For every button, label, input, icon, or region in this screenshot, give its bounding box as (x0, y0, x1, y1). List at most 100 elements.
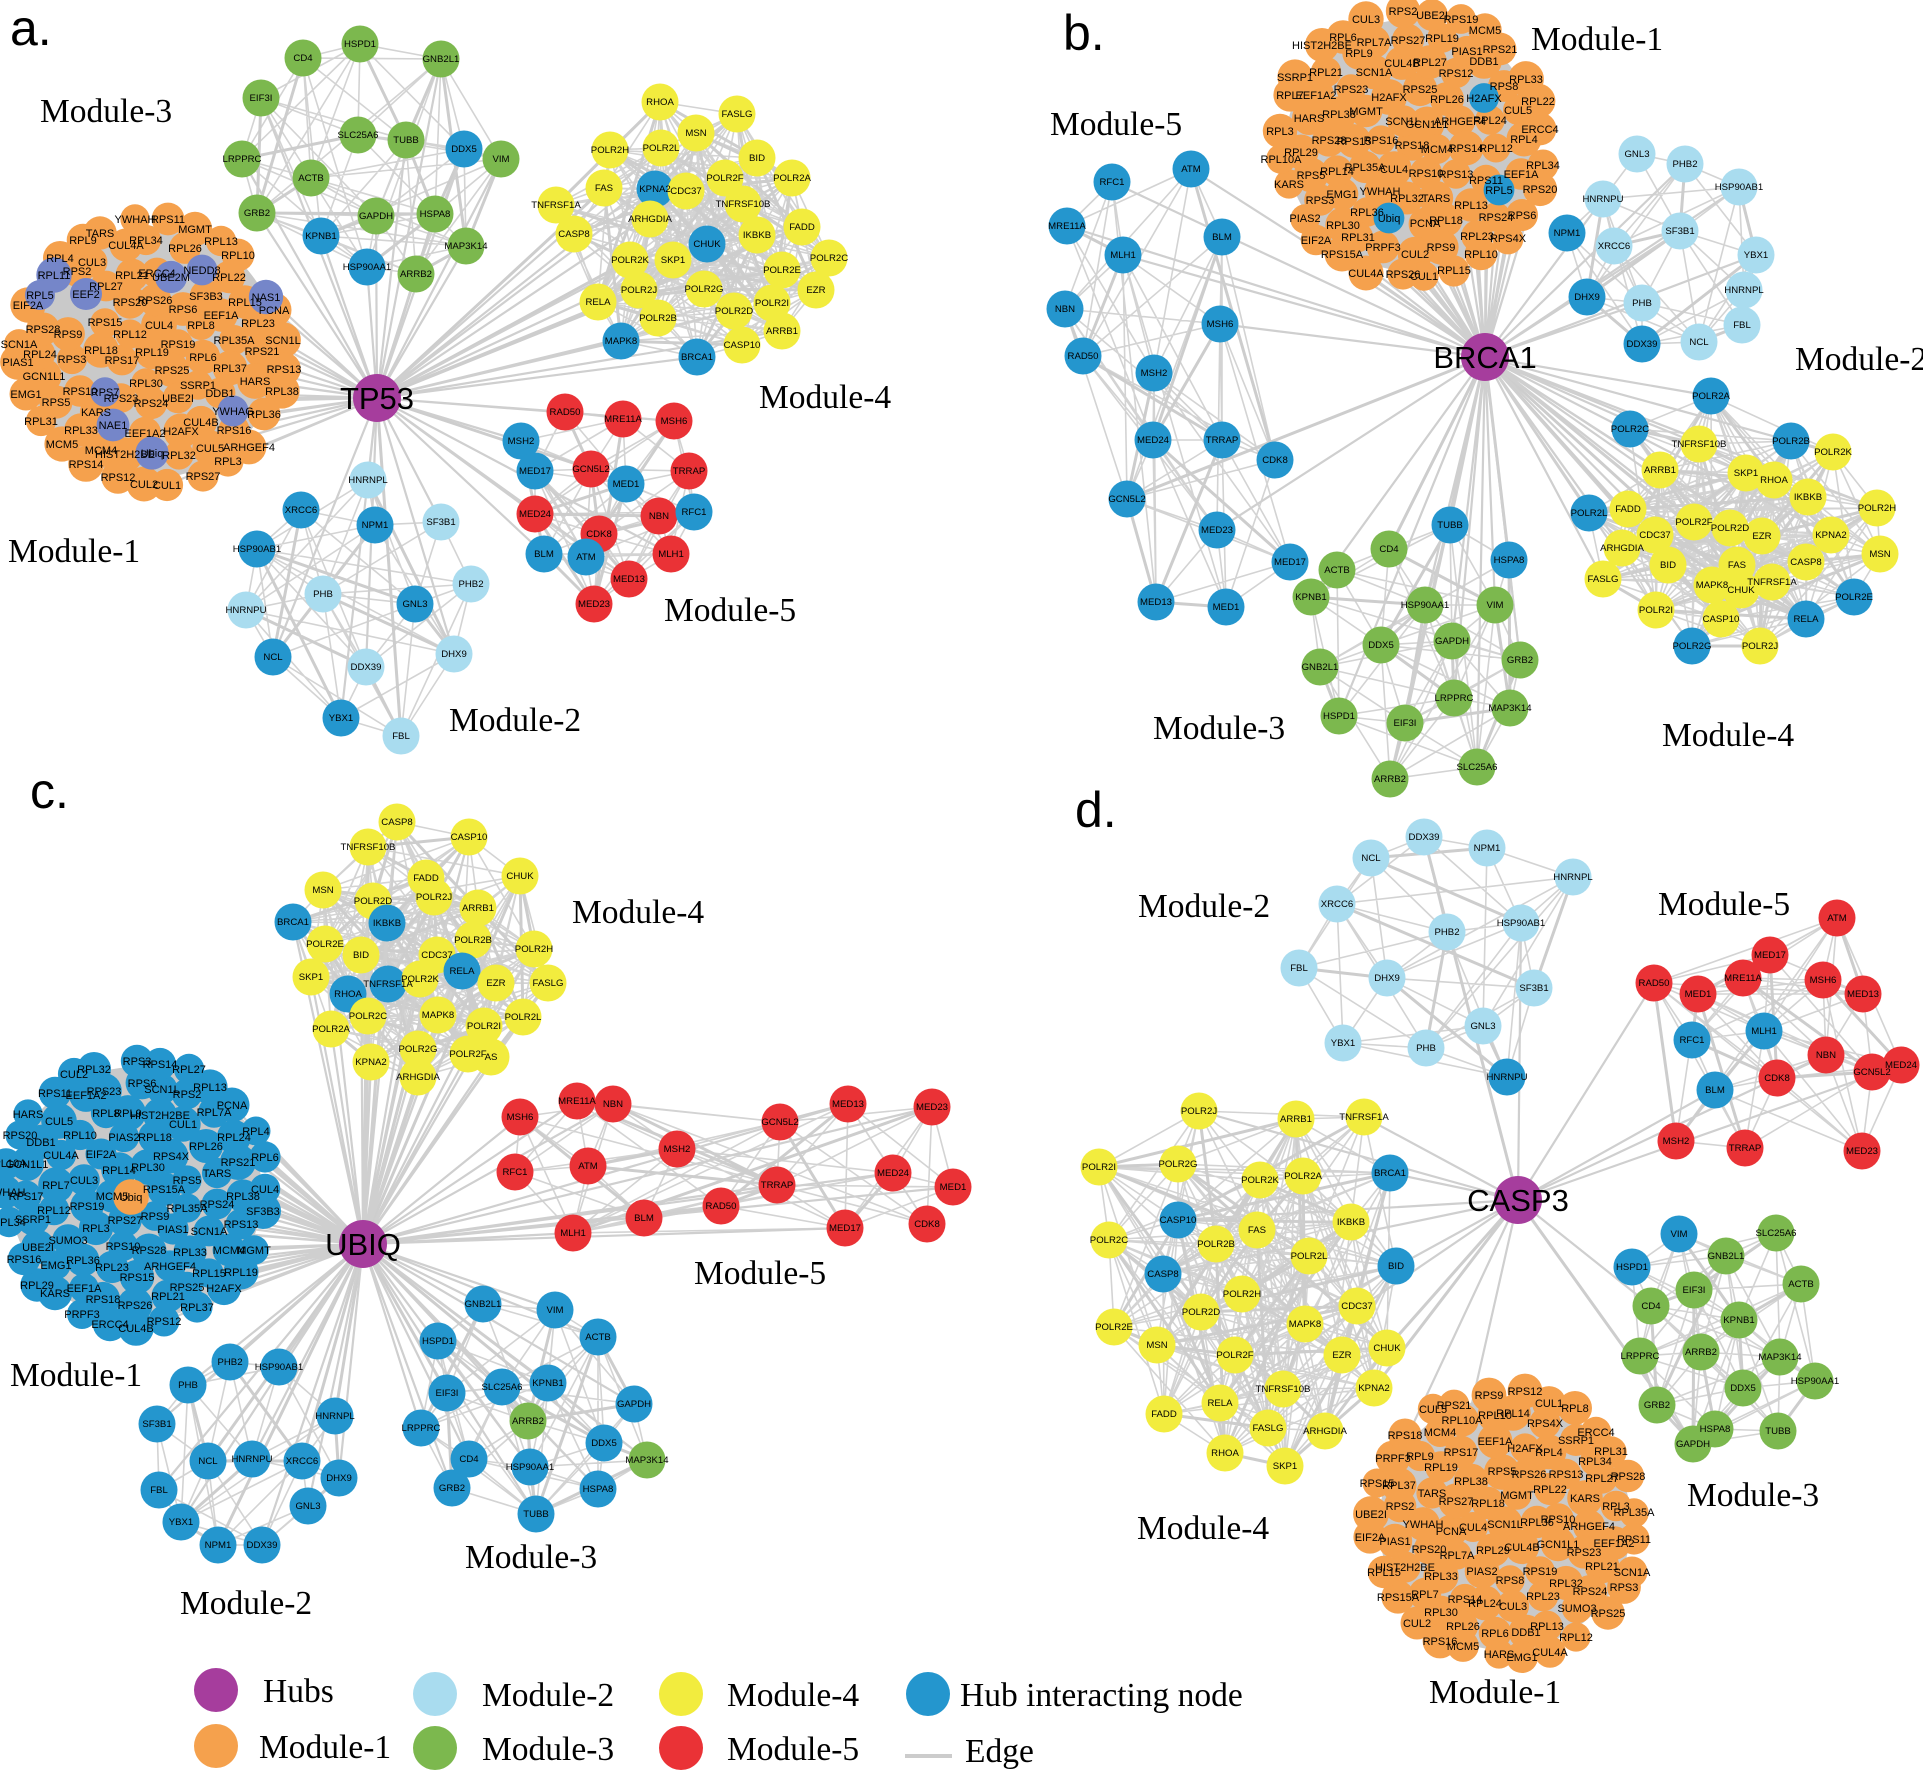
svg-text:ACTB: ACTB (1788, 1279, 1814, 1290)
svg-text:POLR2I: POLR2I (467, 1021, 501, 1032)
svg-text:RPS20: RPS20 (1523, 184, 1558, 196)
svg-text:SCN1L: SCN1L (1385, 116, 1420, 128)
svg-text:VIM: VIM (1486, 600, 1503, 611)
svg-text:Module-3: Module-3 (482, 1731, 614, 1768)
svg-text:RPL7A: RPL7A (197, 1107, 233, 1119)
svg-text:YBX1: YBX1 (1331, 1038, 1356, 1049)
svg-text:RPS3: RPS3 (58, 354, 87, 366)
svg-text:RPS5: RPS5 (1297, 170, 1326, 182)
svg-text:POLR2H: POLR2H (1858, 503, 1896, 514)
svg-text:RPS8: RPS8 (1496, 1575, 1525, 1587)
svg-text:RPS14: RPS14 (69, 459, 104, 471)
svg-text:NBN: NBN (603, 1099, 623, 1110)
svg-text:RPS2: RPS2 (63, 266, 92, 278)
svg-text:CUL2: CUL2 (1403, 1618, 1431, 1630)
svg-text:POLR2A: POLR2A (773, 173, 811, 184)
svg-text:RPS9: RPS9 (141, 1211, 170, 1223)
svg-text:RPS19: RPS19 (161, 339, 196, 351)
svg-text:TRRAP: TRRAP (1206, 435, 1239, 446)
svg-text:RPS6: RPS6 (169, 304, 198, 316)
svg-text:YBX1: YBX1 (329, 713, 354, 724)
svg-text:MAP3K14: MAP3K14 (1488, 703, 1532, 714)
svg-text:POLR2K: POLR2K (611, 255, 649, 266)
svg-text:NPM1: NPM1 (362, 520, 389, 531)
svg-text:RPL3: RPL3 (1266, 126, 1294, 138)
svg-text:FADD: FADD (789, 222, 815, 233)
svg-text:Module-4: Module-4 (759, 379, 891, 416)
svg-text:CDC37: CDC37 (421, 950, 452, 961)
svg-text:DDX39: DDX39 (1409, 832, 1440, 843)
svg-text:ARRB2: ARRB2 (1685, 1347, 1717, 1358)
svg-text:EIF3I: EIF3I (1394, 718, 1417, 729)
svg-text:ARHGDIA: ARHGDIA (1303, 1426, 1347, 1437)
svg-text:MCM5: MCM5 (1447, 1641, 1479, 1653)
svg-text:RPL3: RPL3 (214, 456, 242, 468)
svg-text:HNRNPU: HNRNPU (1582, 194, 1623, 205)
svg-text:RPL34: RPL34 (1578, 1456, 1612, 1468)
svg-text:RFC1: RFC1 (681, 507, 706, 518)
svg-text:MGMT: MGMT (237, 1245, 271, 1257)
svg-text:CUL1: CUL1 (1410, 271, 1438, 283)
svg-text:MCM5: MCM5 (46, 439, 78, 451)
svg-text:HSPD1: HSPD1 (422, 1336, 454, 1347)
svg-text:GNL3: GNL3 (1470, 1021, 1495, 1032)
svg-text:MLH1: MLH1 (1110, 250, 1136, 261)
svg-text:RPS12: RPS12 (147, 1316, 182, 1328)
svg-text:RHOA: RHOA (1211, 1448, 1239, 1459)
svg-text:RPS25: RPS25 (170, 1282, 205, 1294)
svg-text:POLR2I: POLR2I (1082, 1162, 1116, 1173)
svg-text:PHB2: PHB2 (217, 1357, 242, 1368)
svg-text:SUMO3: SUMO3 (48, 1235, 87, 1247)
svg-text:RPL13: RPL13 (1530, 1621, 1564, 1633)
svg-text:DDX39: DDX39 (1627, 339, 1658, 350)
svg-text:BID: BID (353, 950, 369, 961)
svg-text:TRRAP: TRRAP (673, 466, 706, 477)
svg-text:TNFRSF10B: TNFRSF10B (341, 842, 396, 853)
svg-text:MCM4: MCM4 (1421, 144, 1453, 156)
svg-text:CDC37: CDC37 (1639, 530, 1670, 541)
svg-text:RPL31: RPL31 (24, 416, 58, 428)
svg-text:RAD50: RAD50 (1639, 978, 1670, 989)
svg-text:TRRAP: TRRAP (761, 1180, 794, 1191)
svg-text:HARS: HARS (1294, 113, 1325, 125)
svg-text:RPS21: RPS21 (1483, 44, 1518, 56)
svg-text:RPL9: RPL9 (114, 1108, 142, 1120)
svg-text:NAE1: NAE1 (99, 420, 128, 432)
svg-text:DDB1: DDB1 (205, 388, 234, 400)
svg-text:TNFRSF10B: TNFRSF10B (1672, 439, 1727, 450)
svg-text:YBX1: YBX1 (169, 1517, 194, 1528)
svg-text:XRCC6: XRCC6 (286, 1456, 319, 1467)
svg-text:ARHGEF4: ARHGEF4 (1563, 1521, 1615, 1533)
svg-text:PHB: PHB (178, 1380, 198, 1391)
svg-text:EEF1A: EEF1A (1478, 1436, 1514, 1448)
svg-text:RPL12: RPL12 (1479, 143, 1513, 155)
svg-text:MAP3K14: MAP3K14 (444, 241, 488, 252)
svg-text:CUL1: CUL1 (169, 1119, 197, 1131)
svg-text:PHB: PHB (313, 589, 333, 600)
svg-text:POLR2I: POLR2I (755, 298, 789, 309)
svg-text:Module-1: Module-1 (10, 1357, 142, 1394)
svg-text:NCL: NCL (1689, 337, 1709, 348)
svg-text:RPS25: RPS25 (1403, 84, 1438, 96)
svg-text:EMG1: EMG1 (1506, 1652, 1537, 1664)
svg-text:RPL10: RPL10 (1464, 249, 1498, 261)
svg-text:HNRNPL: HNRNPL (1553, 872, 1593, 883)
svg-text:MED13: MED13 (1847, 989, 1879, 1000)
svg-text:PIAS1: PIAS1 (2, 357, 33, 369)
svg-text:Module-1: Module-1 (8, 533, 140, 570)
svg-text:DDX5: DDX5 (1368, 640, 1394, 651)
svg-text:EIF3I: EIF3I (250, 93, 273, 104)
svg-text:RPL14: RPL14 (1320, 166, 1354, 178)
svg-text:Edge: Edge (965, 1733, 1034, 1770)
svg-text:RPS2: RPS2 (1386, 1501, 1415, 1513)
svg-text:RPS27: RPS27 (1391, 35, 1426, 47)
svg-text:DHX9: DHX9 (1374, 973, 1400, 984)
svg-text:POLR2C: POLR2C (810, 253, 848, 264)
svg-text:PHB: PHB (1632, 298, 1652, 309)
svg-text:Module-4: Module-4 (1137, 1510, 1269, 1547)
svg-text:Module-3: Module-3 (1153, 710, 1285, 747)
svg-text:SF3B3: SF3B3 (189, 291, 223, 303)
svg-text:PIAS2: PIAS2 (108, 1132, 139, 1144)
svg-text:HNRNPL: HNRNPL (348, 475, 388, 486)
svg-text:CUL2: CUL2 (60, 1069, 88, 1081)
